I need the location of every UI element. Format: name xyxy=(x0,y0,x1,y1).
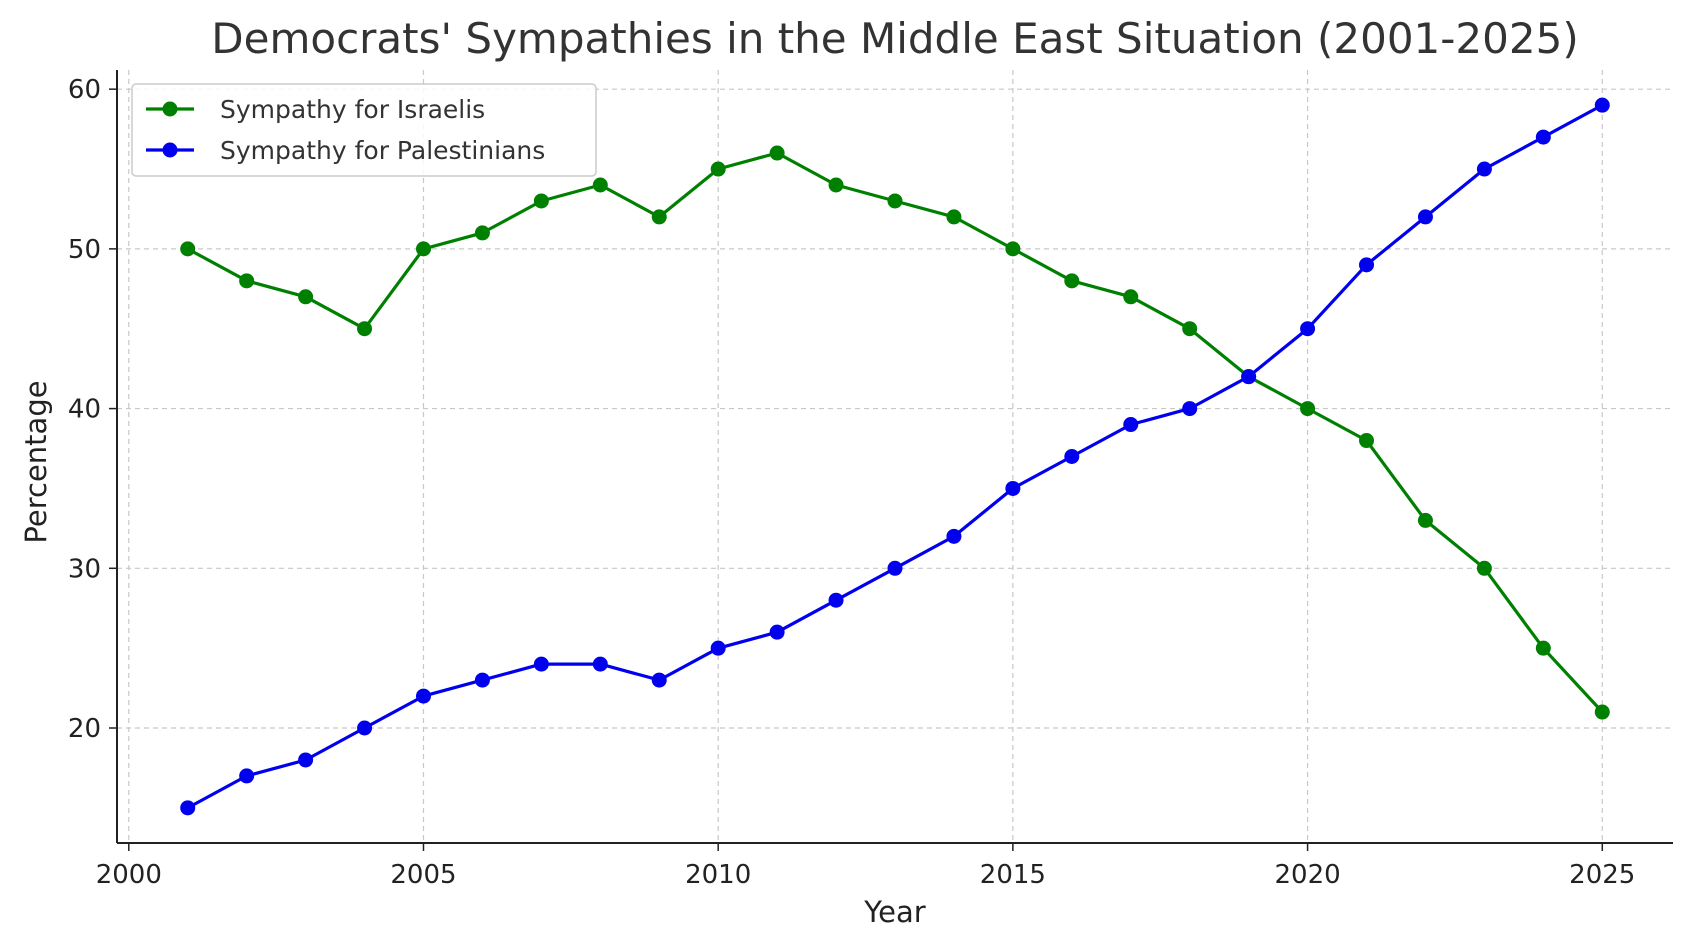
data-point xyxy=(1182,321,1198,337)
x-axis-title: Year xyxy=(863,895,925,929)
data-point xyxy=(1535,129,1551,145)
legend-item: Sympathy for Israelis xyxy=(146,95,485,124)
data-point xyxy=(474,672,490,688)
series-line xyxy=(186,103,1604,810)
data-point xyxy=(180,800,196,816)
data-point xyxy=(1476,161,1492,177)
series-line xyxy=(186,151,1604,714)
legend-label: Sympathy for Israelis xyxy=(220,95,485,124)
legend-marker xyxy=(162,142,178,158)
data-point xyxy=(239,768,255,784)
data-point xyxy=(298,289,314,305)
data-point xyxy=(1005,480,1021,496)
data-point xyxy=(710,161,726,177)
data-point xyxy=(1359,257,1375,273)
y-tick-label: 40 xyxy=(68,395,101,425)
data-point xyxy=(946,209,962,225)
legend-label: Sympathy for Palestinians xyxy=(220,136,545,165)
x-tick-label: 2020 xyxy=(1274,860,1340,890)
data-point xyxy=(1594,704,1610,720)
data-point xyxy=(887,560,903,576)
data-point xyxy=(946,528,962,544)
data-point xyxy=(415,241,431,257)
data-point xyxy=(1182,401,1198,417)
data-point xyxy=(1300,321,1316,337)
legend: Sympathy for Israelis Sympathy for Palest… xyxy=(131,83,597,177)
y-tick-label: 20 xyxy=(68,714,101,744)
data-point xyxy=(1535,640,1551,656)
series-1 xyxy=(180,145,1610,720)
data-point xyxy=(533,656,549,672)
data-point xyxy=(887,193,903,209)
data-point xyxy=(1241,369,1257,385)
x-tick-label: 2025 xyxy=(1569,860,1635,890)
data-point xyxy=(298,752,314,768)
legend-item: Sympathy for Palestinians xyxy=(146,136,545,165)
data-point xyxy=(651,209,667,225)
data-point xyxy=(1123,417,1139,433)
data-point xyxy=(1476,560,1492,576)
grid-lines xyxy=(117,70,1673,843)
data-point xyxy=(592,656,608,672)
y-axis-title: Percentage xyxy=(19,380,53,543)
y-tick-label: 60 xyxy=(68,75,101,105)
data-point xyxy=(1300,401,1316,417)
series-2 xyxy=(180,97,1610,816)
data-point xyxy=(1594,97,1610,113)
data-point xyxy=(180,241,196,257)
data-point xyxy=(1123,289,1139,305)
data-point xyxy=(533,193,549,209)
data-point xyxy=(474,225,490,241)
data-point xyxy=(357,321,373,337)
data-point xyxy=(592,177,608,193)
data-point xyxy=(1005,241,1021,257)
x-tick-label: 2010 xyxy=(685,860,751,890)
data-point xyxy=(828,177,844,193)
data-point xyxy=(769,624,785,640)
data-point xyxy=(1417,512,1433,528)
data-point xyxy=(1064,449,1080,464)
legend-box xyxy=(131,83,597,177)
data-point xyxy=(239,273,255,289)
data-series xyxy=(180,97,1610,816)
data-point xyxy=(651,672,667,688)
data-point xyxy=(769,145,785,161)
axes xyxy=(109,70,1673,851)
x-tick-label: 2005 xyxy=(390,860,456,890)
legend-marker xyxy=(162,101,178,117)
data-point xyxy=(1064,273,1080,289)
data-point xyxy=(710,640,726,656)
x-tick-label: 2015 xyxy=(980,860,1046,890)
x-tick-label: 2000 xyxy=(96,860,162,890)
data-point xyxy=(1359,433,1375,449)
chart-title: Democrats' Sympathies in the Middle East… xyxy=(211,14,1578,63)
data-point xyxy=(828,592,844,608)
y-tick-label: 30 xyxy=(68,554,101,584)
data-point xyxy=(357,720,373,736)
data-point xyxy=(1417,209,1433,225)
data-point xyxy=(415,688,431,704)
y-tick-label: 50 xyxy=(68,235,101,265)
